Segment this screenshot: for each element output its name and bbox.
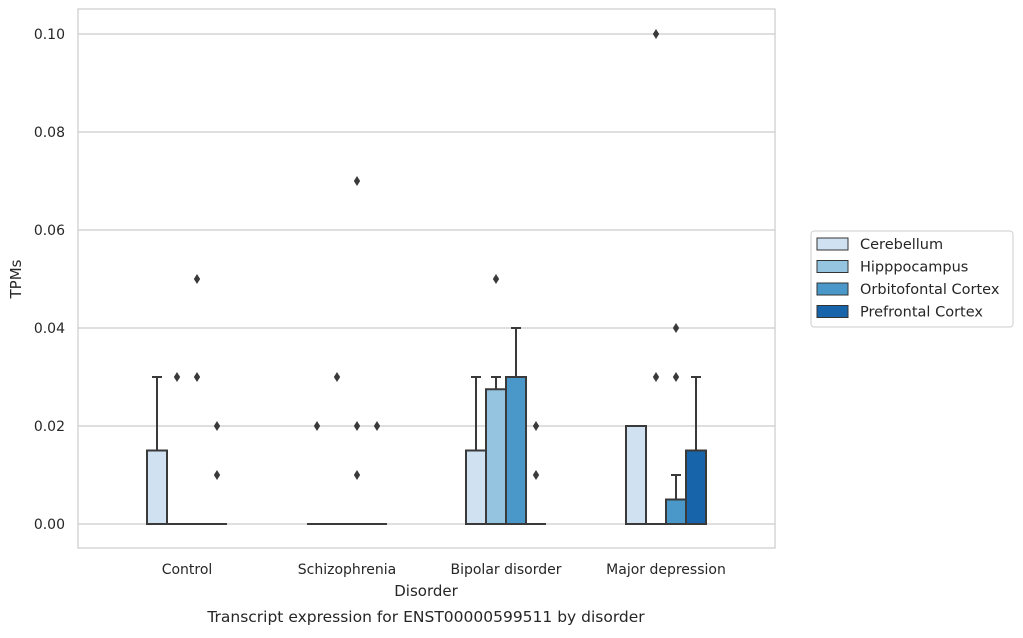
outlier-point	[532, 421, 540, 431]
box-2-2	[505, 327, 527, 525]
legend-swatch	[816, 237, 849, 251]
outlier-point	[652, 372, 660, 382]
legend-label: Prefrontal Cortex	[860, 305, 983, 321]
outliers	[173, 29, 680, 480]
box-body	[465, 449, 487, 525]
box-3-3	[685, 376, 707, 525]
outlier-point	[353, 470, 361, 480]
outlier-point	[492, 274, 500, 284]
outlier-point	[672, 323, 680, 333]
x-tick-label: Bipolar disorder	[450, 562, 561, 578]
outlier-point	[193, 274, 201, 284]
legend-frame	[810, 230, 1014, 328]
outlier-point	[353, 176, 361, 186]
legend-swatch	[816, 305, 849, 318]
box-body	[685, 449, 707, 525]
box-0-2	[465, 376, 487, 525]
legend-label: Hipppocampus	[860, 260, 968, 276]
chart-caption: Transcript expression for ENST0000059951…	[206, 608, 645, 626]
x-tick-labels: Control Schizophrenia Bipolar disorder Majo…	[162, 562, 726, 578]
legend-label: Orbitofontal Cortex	[860, 282, 1000, 298]
plot-area	[77, 8, 776, 549]
y-tick-label: 0.06	[34, 223, 65, 239]
outlier-point	[373, 421, 381, 431]
y-tick-label: 0.10	[34, 27, 65, 43]
legend: Cerebellum Hipppocampus Orbitofontal Corte…	[810, 230, 1014, 328]
y-tick-label: 0.02	[34, 419, 65, 435]
box-0-3	[625, 425, 647, 525]
y-tick-label: 0.00	[34, 517, 65, 533]
y-tick-label: 0.04	[34, 321, 65, 337]
box-0-0	[146, 376, 168, 525]
y-axis-title: TPMs	[7, 259, 25, 299]
outlier-point	[173, 372, 181, 382]
x-tick-label: Schizophrenia	[298, 562, 396, 578]
y-tick-label: 0.08	[34, 125, 65, 141]
box-1-2	[485, 376, 507, 525]
outlier-point	[193, 372, 201, 382]
outlier-point	[532, 470, 540, 480]
legend-label: Cerebellum	[860, 237, 943, 253]
box-body	[625, 425, 647, 525]
legend-swatch	[816, 282, 849, 296]
x-axis-title: Disorder	[394, 582, 458, 600]
box-2-3	[665, 474, 687, 525]
outlier-point	[213, 470, 221, 480]
outlier-point	[672, 372, 680, 382]
box-body	[485, 388, 507, 525]
outlier-point	[353, 421, 361, 431]
x-tick-label: Major depression	[606, 562, 726, 578]
outlier-point	[313, 421, 321, 431]
gridlines	[78, 33, 775, 525]
y-tick-labels: 0.00 0.02 0.04 0.06 0.08 0.10	[34, 27, 65, 533]
box-body	[146, 449, 168, 525]
x-tick-label: Control	[162, 562, 213, 578]
outlier-point	[213, 421, 221, 431]
box-body	[505, 376, 527, 525]
outlier-point	[333, 372, 341, 382]
boxes	[146, 327, 707, 525]
outlier-point	[652, 29, 660, 39]
box-body	[665, 498, 687, 525]
legend-swatch	[816, 260, 849, 273]
